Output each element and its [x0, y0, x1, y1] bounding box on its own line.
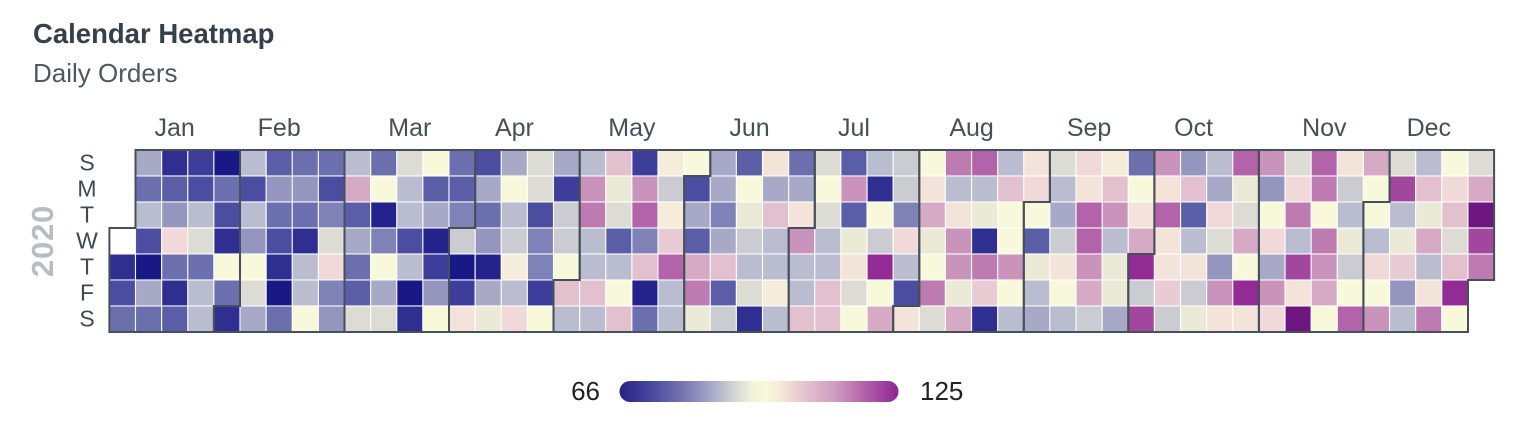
svg-text:T: T — [80, 254, 94, 280]
svg-text:May: May — [608, 114, 656, 142]
svg-text:M: M — [77, 176, 96, 202]
svg-text:Aug: Aug — [949, 114, 993, 142]
svg-text:2020: 2020 — [25, 205, 60, 277]
svg-text:T: T — [80, 202, 94, 228]
svg-text:Oct: Oct — [1174, 114, 1213, 142]
svg-text:S: S — [79, 306, 94, 332]
svg-text:W: W — [76, 228, 98, 254]
svg-text:Jun: Jun — [729, 114, 769, 142]
svg-text:S: S — [79, 150, 94, 176]
svg-text:Dec: Dec — [1407, 114, 1451, 142]
svg-text:Daily Orders: Daily Orders — [33, 58, 177, 88]
svg-text:Sep: Sep — [1067, 114, 1111, 142]
svg-text:F: F — [80, 280, 94, 306]
svg-text:Nov: Nov — [1302, 114, 1347, 142]
svg-text:125: 125 — [920, 376, 963, 406]
svg-text:Jan: Jan — [155, 114, 195, 142]
svg-text:Apr: Apr — [495, 114, 534, 142]
svg-text:Feb: Feb — [258, 114, 301, 142]
svg-text:Calendar Heatmap: Calendar Heatmap — [33, 18, 274, 49]
svg-text:Mar: Mar — [388, 114, 431, 142]
svg-text:Jul: Jul — [838, 114, 870, 142]
svg-text:66: 66 — [571, 376, 600, 406]
